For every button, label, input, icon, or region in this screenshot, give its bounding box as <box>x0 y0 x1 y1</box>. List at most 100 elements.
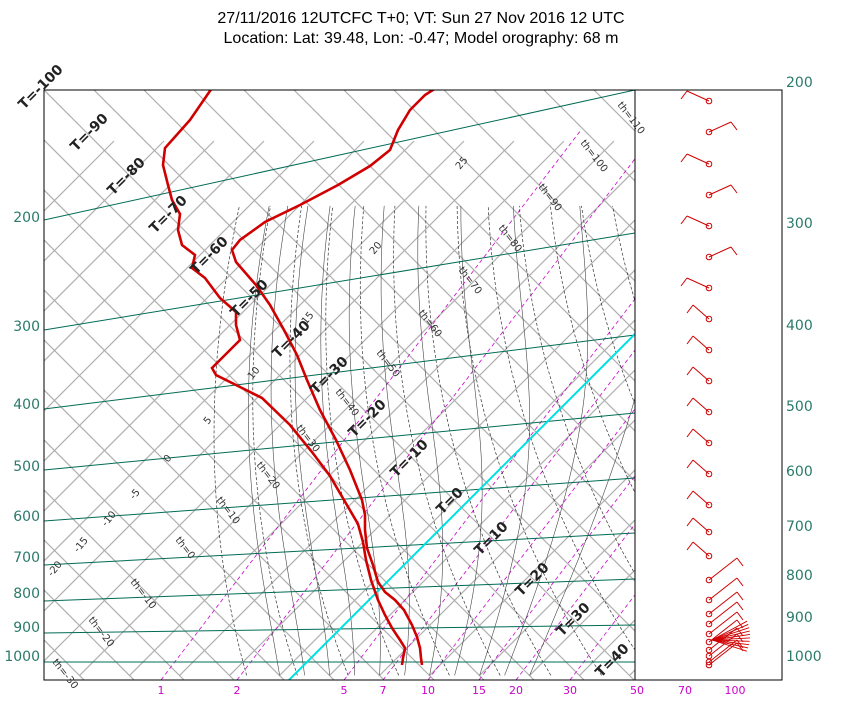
plot-area <box>44 90 842 680</box>
wind-barb-cluster <box>711 639 747 652</box>
pressure-line <box>44 477 635 522</box>
wind-station-marker <box>705 501 713 509</box>
wind-barb-flag <box>686 428 694 438</box>
grid-diagonal <box>193 90 635 532</box>
isotherm-line <box>279 319 635 676</box>
wind-barb-staff <box>708 619 738 643</box>
moist-adiabat-label: -15 <box>72 535 91 555</box>
grid-diagonal <box>44 489 235 680</box>
wind-barb-cluster <box>711 634 751 641</box>
mixing-ratio-tick: 50 <box>630 684 644 697</box>
moist-adiabat <box>479 205 530 676</box>
mixing-ratio-line <box>160 129 582 680</box>
isotherm-line <box>379 419 635 676</box>
dewpoint-profile <box>161 90 407 666</box>
wind-station-marker <box>705 160 713 168</box>
moist-adiabat <box>270 205 305 676</box>
wind-station-marker <box>705 191 713 199</box>
grid-diagonal <box>243 90 635 482</box>
wind-barb-flag <box>736 601 744 611</box>
wind-barb-staff <box>692 304 710 320</box>
wind-station-marker <box>705 315 713 323</box>
wind-station-marker <box>705 638 713 646</box>
wind-station-marker <box>705 439 713 447</box>
wind-station-marker <box>705 408 713 416</box>
wind-barb-cluster <box>711 639 749 649</box>
moist-adiabat <box>320 205 355 676</box>
right-pressure-tick: 1000 <box>786 649 822 665</box>
wind-barb-flag <box>686 541 694 551</box>
wind-barb-cluster <box>711 620 748 641</box>
wind-barb-flag <box>736 611 744 621</box>
moist-adiabat-label: 10 <box>246 365 263 382</box>
grid-diagonal <box>44 439 285 680</box>
wind-station-marker <box>705 128 713 136</box>
wind-barb-cluster <box>711 639 750 646</box>
wind-barb-flag <box>730 184 738 194</box>
wind-barb-staff <box>692 366 710 382</box>
dry-adiabat <box>550 205 635 494</box>
pressure-line <box>44 532 635 566</box>
mixing-ratio-tick: 30 <box>563 684 577 697</box>
wind-station-marker <box>705 661 713 669</box>
wind-barb-flag <box>686 304 694 314</box>
wind-barb-staff <box>708 633 738 657</box>
grid-diagonal <box>44 239 485 680</box>
wind-barb-staff <box>708 577 738 601</box>
wind-barb-staff <box>708 121 732 133</box>
dry-adiabat-label: th=100 <box>578 138 610 175</box>
wind-barb-staff <box>692 397 710 413</box>
grid-diagonal <box>794 90 842 680</box>
wind-barb-staff <box>692 428 710 444</box>
isotherm-line <box>44 140 165 262</box>
dry-adiabat-label: th=80 <box>496 223 524 254</box>
wind-barb-staff <box>692 335 710 351</box>
wind-barb-flag <box>680 277 688 287</box>
wind-barb-staff <box>708 591 738 615</box>
dry-adiabat-label: th=-10 <box>128 577 158 611</box>
grid-diagonal <box>44 539 185 680</box>
isotherm-line <box>44 140 465 562</box>
grid-diagonal <box>44 339 385 680</box>
isotherm-line <box>329 369 635 676</box>
wind-barb-flag <box>736 557 744 567</box>
left-pressure-tick: 900 <box>13 620 40 636</box>
wind-barb-staff <box>708 184 732 196</box>
wind-barb-flag <box>680 215 688 225</box>
left-pressure-tick: 300 <box>13 319 40 335</box>
dry-adiabat <box>359 205 450 676</box>
wind-station-marker <box>705 576 713 584</box>
moist-adiabat <box>417 205 444 676</box>
wind-barb-staff <box>692 459 710 475</box>
right-pressure-tick: 800 <box>786 568 813 584</box>
mixing-ratio-tick: 20 <box>509 684 523 697</box>
dry-adiabat <box>289 205 349 676</box>
grid-diagonal <box>93 90 635 632</box>
isotherm-line <box>44 140 565 662</box>
isotherm-line <box>44 140 515 612</box>
wind-barb-cluster <box>711 637 750 641</box>
mixing-ratio-tick: 1 <box>158 684 165 697</box>
isotherm-line <box>44 140 265 362</box>
mixing-ratio-tick: 2 <box>234 684 241 697</box>
dry-adiabat <box>393 205 501 676</box>
wind-barb-flag <box>686 517 694 527</box>
isotherm-line <box>429 469 635 676</box>
right-pressure-tick: 300 <box>786 216 813 232</box>
moist-adiabat <box>294 205 330 676</box>
wind-barb-staff <box>692 517 710 533</box>
wind-station-marker <box>705 222 713 230</box>
isotherm-line <box>229 269 635 676</box>
right-pressure-tick: 200 <box>786 75 813 91</box>
wind-station-marker <box>705 377 713 385</box>
grid-diagonal <box>593 90 635 132</box>
wind-barb-flag <box>736 577 744 587</box>
dry-adiabat <box>518 205 635 575</box>
pressure-line <box>44 334 635 410</box>
chart-subtitle: Location: Lat: 39.48, Lon: -0.47; Model … <box>223 30 619 47</box>
pressure-line <box>44 232 635 331</box>
pressure-line <box>44 90 635 221</box>
freezing-isotherm <box>288 333 635 680</box>
wind-station-marker <box>705 470 713 478</box>
